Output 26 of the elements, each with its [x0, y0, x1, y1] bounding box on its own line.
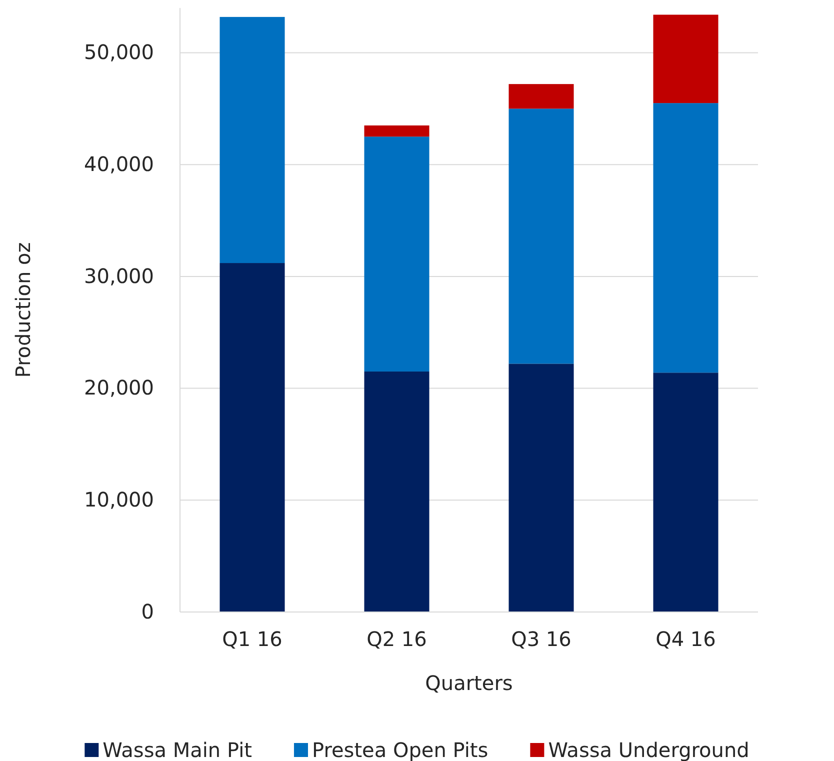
- bar: [364, 136, 430, 372]
- x-axis-title: Quarters: [425, 671, 513, 695]
- y-tick-label: 20,000: [84, 376, 154, 400]
- x-tick-label: Q3 16: [511, 627, 572, 652]
- legend-label: Prestea Open Pits: [312, 738, 488, 761]
- y-tick-label: 30,000: [84, 264, 154, 288]
- bar: [653, 103, 718, 373]
- bar: [220, 16, 285, 264]
- y-tick-label: 10,000: [84, 488, 154, 512]
- y-tick-label: 50,000: [84, 40, 154, 64]
- bar: [508, 364, 574, 612]
- x-tick-label: Q4 16: [656, 627, 716, 652]
- legend-label: Wassa Main Pit: [102, 738, 252, 761]
- bar: [508, 84, 574, 109]
- x-tick-label: Q2 16: [366, 627, 427, 652]
- bar: [653, 14, 718, 104]
- y-tick-label: 0: [141, 599, 154, 624]
- legend-label: Wassa Underground: [548, 738, 750, 761]
- bar: [220, 263, 285, 612]
- y-tick-label: 40,000: [84, 152, 154, 176]
- bar: [653, 372, 718, 612]
- bar: [364, 125, 430, 137]
- y-axis-title: Production oz: [11, 242, 35, 378]
- x-tick-label: Q1 16: [222, 627, 282, 652]
- bar: [508, 108, 574, 364]
- bar: [364, 372, 430, 612]
